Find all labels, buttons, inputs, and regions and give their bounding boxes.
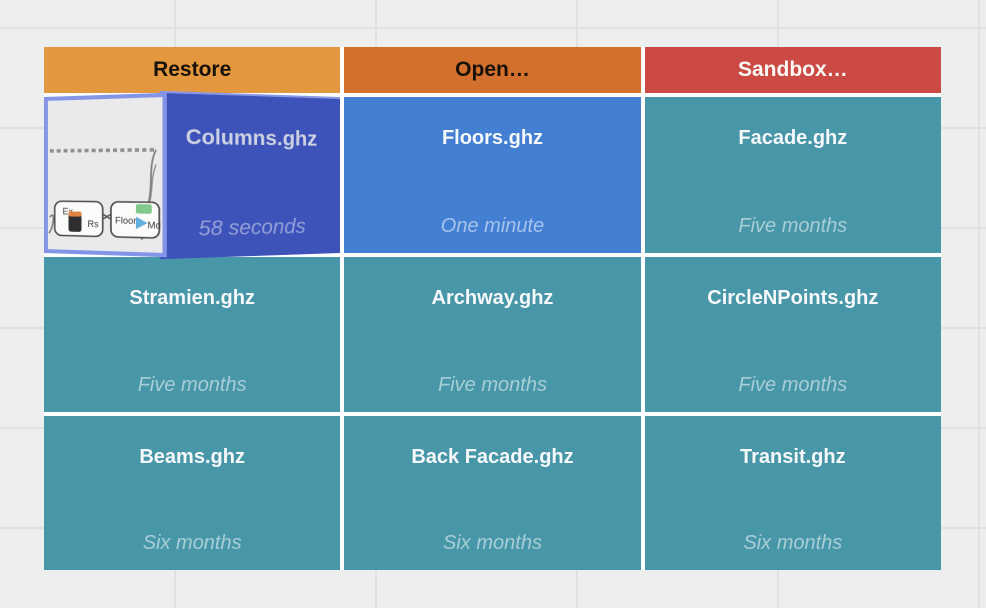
- file-tile-facade[interactable]: Facade.ghz Five months: [644, 97, 941, 253]
- file-tile-beams[interactable]: Beams.ghz Six months: [44, 416, 341, 570]
- component-label: Floor: [115, 215, 136, 226]
- file-age-label: Six months: [443, 532, 542, 554]
- sandbox-header-button[interactable]: Sandbox…: [644, 47, 941, 93]
- file-tile-transit[interactable]: Transit.ghz Six months: [644, 416, 941, 570]
- component-label: Md: [148, 220, 161, 231]
- file-name-label: Beams.ghz: [139, 446, 245, 468]
- file-tile-circlenpoints[interactable]: CircleNPoints.ghz Five months: [644, 257, 941, 412]
- component-box: [111, 202, 159, 238]
- recent-files-table: Restore Open… Sandbox… Ex Rs: [44, 47, 941, 570]
- file-name-label: Floors.ghz: [441, 127, 544, 149]
- expression-icon-header: [68, 211, 82, 217]
- file-name-label: Back Facade.ghz: [411, 446, 574, 468]
- file-age-label: Five months: [438, 374, 547, 396]
- wire-crossing: [103, 214, 111, 219]
- component-label: Ex: [63, 206, 74, 216]
- data-tag-icon: [135, 204, 152, 214]
- file-name-label: Archway.ghz: [431, 287, 554, 309]
- open-header-button[interactable]: Open…: [344, 47, 641, 93]
- file-thumbnail-preview: Ex Rs Floor Md: [44, 92, 167, 258]
- file-age-label: Five months: [738, 374, 848, 396]
- file-age-label: One minute: [440, 215, 545, 237]
- file-age-label: 58 seconds: [198, 215, 306, 241]
- restore-header-button[interactable]: Restore: [44, 47, 341, 93]
- file-name-label: Transit.ghz: [740, 446, 846, 468]
- file-tile-archway[interactable]: Archway.ghz Five months: [344, 257, 641, 412]
- file-tile-stramien[interactable]: Stramien.ghz Five months: [44, 257, 341, 412]
- expression-icon: [68, 211, 82, 232]
- file-name-label: Stramien.ghz: [129, 287, 255, 309]
- file-tile-columns[interactable]: Ex Rs Floor Md Columns.ghz 58 seconds: [44, 90, 341, 260]
- wire-curve: [48, 213, 54, 234]
- file-name-label: Columns.ghz: [186, 125, 318, 151]
- file-name-label: CircleNPoints.ghz: [707, 287, 879, 309]
- grasshopper-canvas-thumbnail: Ex Rs Floor Md: [48, 97, 163, 253]
- file-tile-back-facade[interactable]: Back Facade.ghz Six months: [344, 416, 641, 570]
- component-label: Rs: [88, 219, 100, 230]
- file-tile-columns-face: Columns.ghz 58 seconds: [160, 90, 341, 260]
- file-age-label: Six months: [142, 532, 242, 554]
- file-tile-floors[interactable]: Floors.ghz One minute: [344, 97, 641, 253]
- file-age-label: Five months: [738, 215, 848, 237]
- file-age-label: Six months: [743, 532, 843, 554]
- file-age-label: Five months: [137, 374, 247, 396]
- file-name-label: Facade.ghz: [738, 127, 848, 149]
- wire-dashed: [50, 150, 156, 151]
